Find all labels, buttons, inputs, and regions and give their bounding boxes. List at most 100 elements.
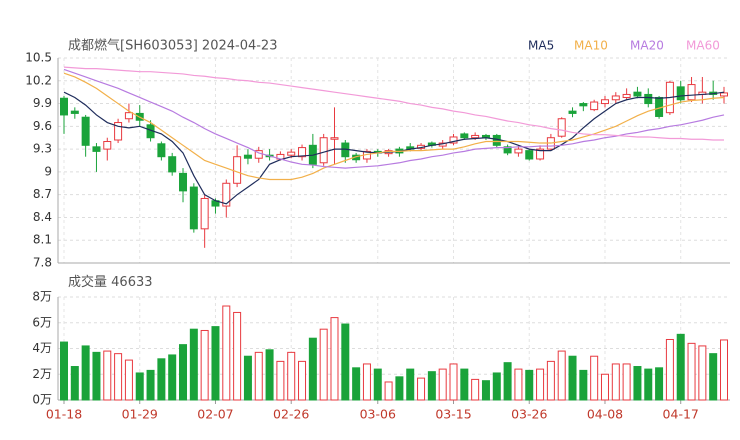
volume-bar xyxy=(633,366,642,401)
x-tick-label: 01-18 xyxy=(46,407,82,422)
candle-body xyxy=(590,101,599,111)
volume-bar xyxy=(319,328,328,401)
candle-body xyxy=(471,134,480,139)
x-tick-label: 01-29 xyxy=(122,407,158,422)
candle-body xyxy=(81,116,90,146)
volume-bar xyxy=(114,353,123,401)
volume-bar xyxy=(179,344,188,401)
x-tick-label: 03-15 xyxy=(435,407,471,422)
candle-body xyxy=(514,148,523,154)
candle-body xyxy=(611,95,620,101)
volume-bar xyxy=(406,368,415,401)
volume-tick-label: 6万 xyxy=(32,315,52,329)
volume-bar xyxy=(665,338,674,401)
candle-body xyxy=(503,146,512,154)
volume-title: 成交量 46633 xyxy=(68,274,153,290)
volume-bar xyxy=(243,355,252,401)
volume-bar xyxy=(157,358,166,401)
y-tick-label: 9 xyxy=(44,164,52,178)
x-tick-label: 04-08 xyxy=(587,407,623,422)
ma-line xyxy=(63,72,725,181)
volume-bar xyxy=(70,366,79,401)
candle-body xyxy=(298,147,307,158)
volume-bar xyxy=(189,328,198,401)
y-tick-label: 10.5 xyxy=(25,51,52,65)
volume-bar xyxy=(568,355,577,401)
volume-bar xyxy=(655,367,664,401)
candle-body xyxy=(676,86,685,101)
candle-body xyxy=(189,186,198,230)
volume-bar xyxy=(698,345,707,401)
volume-bar xyxy=(233,311,242,401)
candle-body xyxy=(168,156,177,173)
volume-bar xyxy=(471,378,480,401)
volume-bar xyxy=(254,351,263,401)
candle-body xyxy=(720,92,728,97)
candle-body xyxy=(233,156,242,184)
volume-bar xyxy=(103,350,112,401)
volume-bar xyxy=(481,380,490,401)
x-tick-label: 03-26 xyxy=(511,407,547,422)
ma-line xyxy=(63,68,725,169)
volume-tick-label: 2万 xyxy=(32,367,52,381)
volume-bar xyxy=(276,360,285,401)
ma-line xyxy=(63,66,724,141)
volume-bar xyxy=(687,342,696,401)
volume-tick-label: 0万 xyxy=(32,393,52,407)
y-tick-label: 8.7 xyxy=(33,187,52,201)
volume-bar xyxy=(503,362,512,401)
chart-title: 成都燃气[SH603053] 2024-04-23 xyxy=(68,38,277,54)
candle-body xyxy=(222,182,231,207)
candle-body xyxy=(179,172,188,192)
candle-body xyxy=(633,91,642,97)
volume-label: 成交量 xyxy=(68,274,107,290)
y-tick-label: 10.2 xyxy=(25,73,52,87)
y-tick-label: 9.9 xyxy=(33,96,52,110)
volume-bar xyxy=(395,376,404,401)
volume-bar xyxy=(417,377,426,401)
y-tick-label: 9.6 xyxy=(33,119,52,133)
candle-body xyxy=(579,103,588,107)
volume-bar xyxy=(81,345,90,401)
volume-bar xyxy=(200,329,209,401)
volume-bar xyxy=(536,368,545,401)
volume-bar xyxy=(600,373,609,401)
volume-tick-label: 8万 xyxy=(32,290,52,304)
volume-bar xyxy=(265,349,274,401)
volume-bar xyxy=(579,369,588,401)
candle-body xyxy=(60,97,68,116)
candle-body xyxy=(687,84,696,101)
y-tick-label: 9.3 xyxy=(33,142,52,156)
volume-bar xyxy=(611,363,620,401)
volume-bar xyxy=(124,359,133,401)
legend-entry: MA60 xyxy=(686,39,720,53)
y-tick-label: 7.8 xyxy=(33,256,52,270)
volume-bar xyxy=(546,360,555,401)
x-tick-label: 04-17 xyxy=(663,407,699,422)
volume-bar xyxy=(362,363,371,401)
volume-bar xyxy=(427,371,436,401)
volume-bar xyxy=(449,363,458,401)
volume-bar xyxy=(676,333,685,401)
candle-body xyxy=(525,150,534,160)
y-tick-label: 8.1 xyxy=(33,233,52,247)
volume-bar xyxy=(492,372,501,401)
x-tick-label: 03-06 xyxy=(360,407,396,422)
volume-bar xyxy=(460,368,469,401)
candle-body xyxy=(243,154,252,159)
volume-bar xyxy=(622,363,631,401)
y-tick-label: 8.4 xyxy=(33,210,52,224)
candle-body xyxy=(200,197,209,230)
candle-body xyxy=(92,146,101,152)
volume-bar xyxy=(92,351,101,401)
candle-body xyxy=(536,148,545,160)
candle-body xyxy=(124,112,133,120)
volume-bar xyxy=(525,369,534,401)
volume-bar xyxy=(146,369,155,401)
volume-bar xyxy=(168,354,177,401)
volume-bar xyxy=(709,353,718,401)
candle-body xyxy=(460,133,469,139)
candle-body xyxy=(103,141,112,150)
x-tick-label: 02-26 xyxy=(273,407,309,422)
